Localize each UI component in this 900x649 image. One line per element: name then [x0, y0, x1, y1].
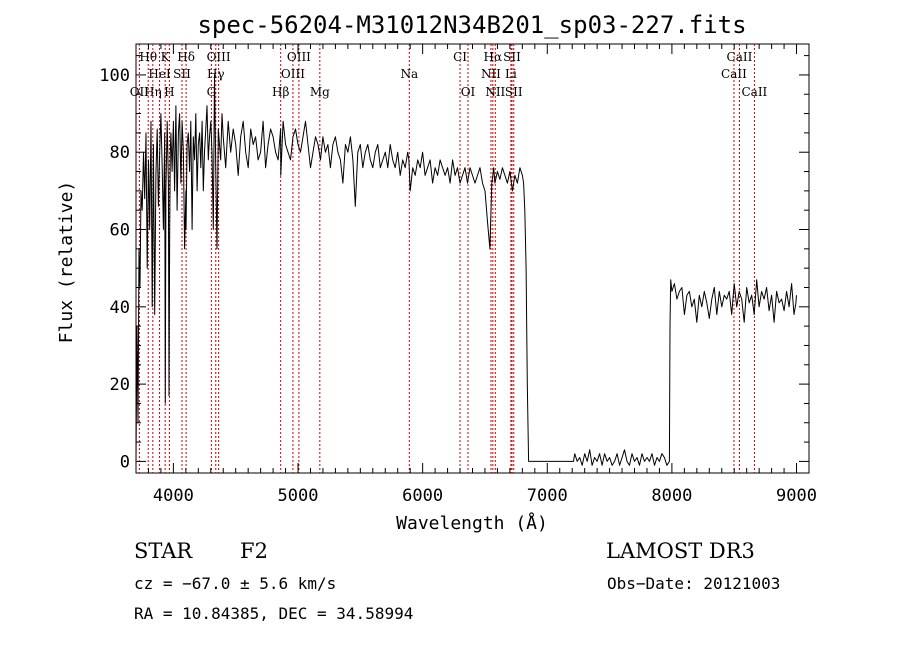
line-label-23: OI	[461, 85, 476, 99]
axis-ticks	[135, 44, 810, 473]
line-label-20: G	[207, 85, 217, 99]
line-markers	[138, 44, 755, 473]
line-label-14: Na	[400, 67, 418, 81]
x-tick-label: 5000	[278, 486, 319, 506]
line-label-5: CI	[453, 50, 467, 64]
object-subclass: F2	[240, 539, 268, 563]
spectrum-line	[135, 74, 797, 466]
line-label-18: Hη	[144, 85, 162, 99]
y-tick-label: 100	[99, 66, 130, 86]
line-label-12: Hγ	[207, 67, 225, 81]
line-label-15: NII	[481, 67, 501, 81]
line-label-21: Hβ	[272, 85, 289, 99]
line-label-11: SII	[173, 67, 191, 81]
line-label-2: Hδ	[177, 50, 195, 64]
redshift-velocity: cz = −67.0 ± 5.6 km/s	[134, 574, 337, 593]
plot-frame	[135, 43, 810, 474]
observation-date: Obs−Date: 20121003	[607, 574, 781, 593]
x-tick-label: 7000	[527, 486, 568, 506]
x-tick-label: 8000	[651, 486, 692, 506]
line-label-16: Li	[505, 67, 517, 81]
line-label-8: CaII	[727, 50, 753, 64]
line-label-22: Mg	[310, 85, 330, 99]
line-label-6: Hα	[484, 50, 503, 64]
x-tick-label: 4000	[153, 486, 194, 506]
line-label-25: SII	[505, 85, 523, 99]
axis-tick-labels: 4000 5000 6000 7000 8000 9000 0 20 40 60 80 100	[99, 66, 817, 506]
x-tick-label: 6000	[402, 486, 443, 506]
line-label-19: H	[164, 85, 174, 99]
y-tick-label: 60	[110, 221, 130, 241]
line-label-26: CaII	[741, 85, 767, 99]
line-label-1: K	[161, 50, 171, 64]
line-label-24: NII	[485, 85, 505, 99]
line-label-0: Hθ	[139, 50, 157, 64]
y-tick-label: 0	[120, 452, 130, 472]
sky-coordinates: RA = 10.84385, DEC = 34.58994	[134, 604, 414, 623]
y-tick-label: 40	[110, 298, 130, 318]
x-axis-label: Wavelength (Å)	[396, 512, 548, 534]
object-class: STAR	[134, 539, 193, 563]
line-label-3: OIII	[207, 50, 231, 64]
x-tick-label: 9000	[776, 486, 817, 506]
line-label-9: CaII	[721, 67, 747, 81]
chart-title: spec-56204-M31012N34B201_sp03-227.fits	[197, 11, 746, 39]
line-label-10: HeI	[148, 67, 171, 81]
line-label-7: SII	[503, 50, 521, 64]
line-label-13: OIII	[281, 67, 305, 81]
y-tick-label: 20	[110, 375, 130, 395]
y-axis-label: Flux (relative)	[56, 181, 77, 344]
line-label-4: OIII	[287, 50, 311, 64]
survey-name: LAMOST DR3	[606, 539, 755, 563]
line-label-17: OII	[130, 85, 150, 99]
y-tick-label: 80	[110, 143, 130, 163]
